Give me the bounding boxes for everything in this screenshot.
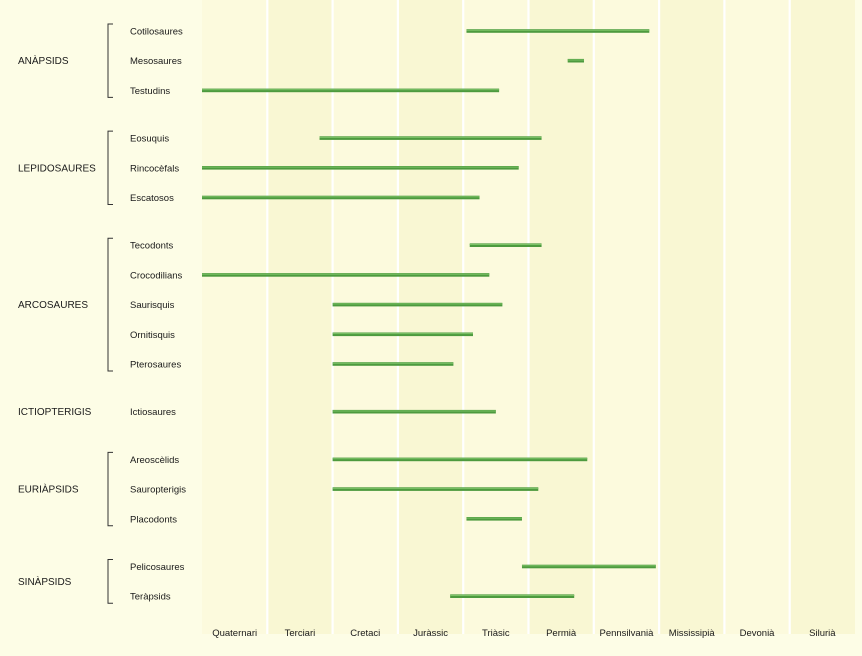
period-band-triasic [463,0,529,634]
range-bar-mesosaures [567,58,585,63]
period-label-devonia: Devonià [740,628,776,639]
range-bar-cotilosaures [466,29,650,33]
taxon-label-rincocefals: Rincocèfals [130,163,179,174]
group-label-lepidosaures: LEPIDOSAURES [18,163,96,174]
range-bar-ictiosaures [332,409,496,414]
group-bracket-lepidosaures [107,130,113,205]
taxon-label-terapsids: Teràpsids [130,592,171,603]
range-bar-highlight [466,517,522,519]
taxon-label-tecodonts: Tecodonts [130,241,174,252]
period-label-triasic: Triàsic [482,628,510,639]
group-label-anapsids: ANÀPSIDS [18,54,69,67]
period-bands [202,0,855,634]
range-bar-pelicosaures [521,564,656,569]
taxon-label-placodonts: Placodonts [130,514,177,525]
range-bar-highlight [469,244,542,245]
range-bar-highlight [202,89,500,91]
period-label-siluria: Silurià [809,628,836,639]
group-bracket-anapsids [107,23,113,98]
range-bar-terapsids [450,594,575,598]
period-label-mississipia: Mississipià [669,628,716,639]
period-gridlines [266,0,791,634]
period-band-terciari [267,0,333,634]
range-bar-sauropterigis [332,487,539,491]
range-bar-placodonts [466,517,522,521]
period-band-quaternari [202,0,268,634]
period-label-quaternari: Quaternari [212,628,257,639]
range-bar-highlight [521,565,656,567]
range-bar-highlight [332,487,539,489]
period-band-siluria [789,0,855,634]
range-bar-tecodonts [469,243,542,247]
range-bar-highlight [202,273,490,275]
range-bar-highlight [332,303,503,305]
taxon-label-testudins: Testudins [130,86,170,97]
period-band-devonia [724,0,790,634]
period-band-pennsilvania [593,0,660,634]
period-label-pennsilvania: Pennsilvanià [600,628,655,639]
taxon-label-pterosaures: Pterosaures [130,360,181,371]
taxon-label-mesosaures: Mesosaures [130,56,182,67]
range-bar-pterosaures [332,362,454,366]
period-label-cretaci: Cretaci [350,628,380,639]
group-label-arcosaures: ARCOSAURES [18,300,88,311]
range-bar-highlight [332,410,496,412]
range-bar-highlight [332,333,473,335]
group-bracket-sinapsids [107,559,113,604]
period-band-mississipia [659,0,725,634]
group-bracket-arcosaures [107,237,113,372]
period-band-cretaci [332,0,398,634]
range-bar-areoscelids [332,457,588,462]
period-label-terciari: Terciari [285,628,316,639]
group-brackets [107,23,113,604]
group-label-ictiopterigis: ICTIOPTERIGIS [18,407,92,418]
range-bar-ornitisquis [332,332,473,337]
taxon-label-crocodilians: Crocodilians [130,270,183,281]
range-bar-highlight [202,166,519,168]
range-bar-saurisquis [332,302,503,307]
range-bar-highlight [450,595,575,596]
taxon-label-ictiosaures: Ictiosaures [130,407,176,418]
range-bar-highlight [332,362,454,364]
range-bar-highlight [202,196,480,198]
taxon-label-areoscelids: Areoscèlids [130,455,179,466]
period-band-jurassic [397,0,464,634]
range-bar-highlight [332,458,588,460]
range-bar-crocodilians [202,273,490,277]
taxon-label-escatosos: Escatosos [130,193,174,204]
group-bracket-euriapsids [107,451,113,527]
period-band-permia [528,0,594,634]
period-label-permia: Permià [546,628,577,639]
taxon-label-pelicosaures: Pelicosaures [130,562,185,573]
range-bars [202,29,656,598]
chart-labels: Quaternari Terciari Cretaci Juràssic Triàsic… [18,27,836,640]
group-label-euriapsids: EURIÀPSIDS [18,483,79,496]
range-bar-eosuquis [319,136,542,140]
range-bar-rincocefals [202,166,519,170]
range-bar-highlight [466,29,650,31]
taxon-label-eosuquis: Eosuquis [130,134,169,145]
range-bar-escatosos [202,195,480,200]
taxon-label-ornitisquis: Ornitisquis [130,330,175,341]
group-label-sinapsids: SINÀPSIDS [18,575,72,588]
range-bar-highlight [319,136,542,138]
period-label-jurassic: Juràssic [413,628,448,639]
taxon-label-sauropterigis: Sauropterigis [130,485,186,496]
range-bar-highlight [567,59,585,61]
range-bar-testudins [202,88,500,93]
taxon-label-saurisquis: Saurisquis [130,300,175,311]
taxon-label-cotilosaures: Cotilosaures [130,27,183,38]
